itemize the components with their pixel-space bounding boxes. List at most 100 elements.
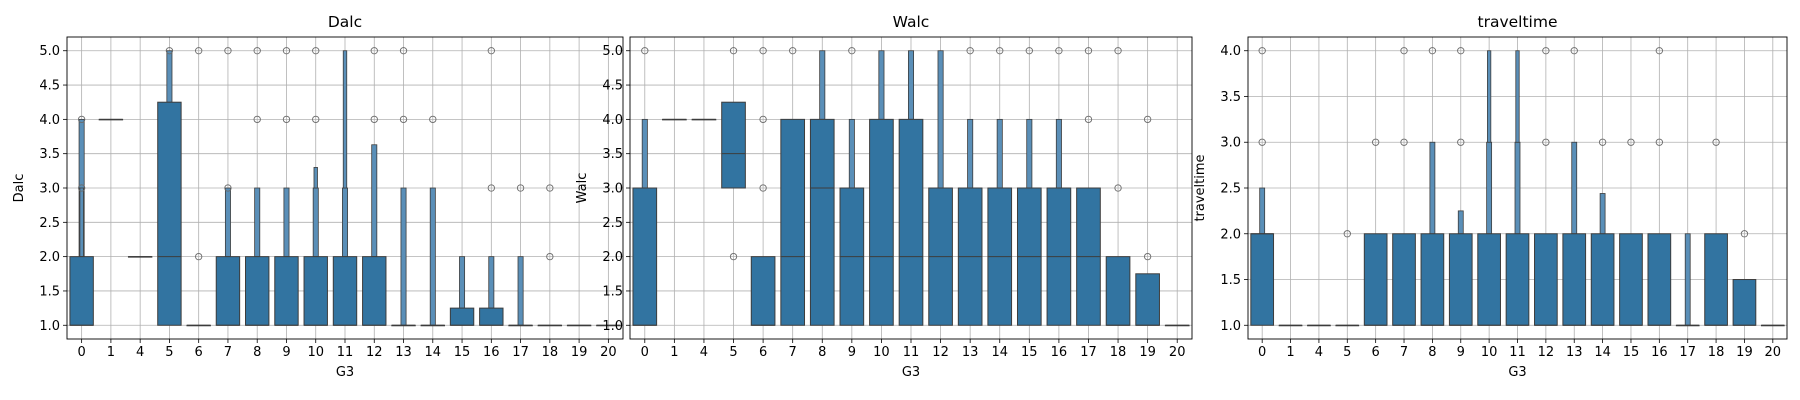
outlier-point bbox=[641, 47, 649, 55]
x-tick-label: 4 bbox=[1315, 345, 1323, 360]
box-14 bbox=[987, 47, 1013, 326]
x-tick-label: 15 bbox=[454, 345, 471, 360]
y-tick-label: 4.0 bbox=[1220, 44, 1241, 59]
outlier-point bbox=[996, 47, 1004, 55]
box-9 bbox=[1448, 47, 1473, 326]
outlier-point bbox=[1740, 230, 1749, 238]
box-5 bbox=[1335, 230, 1360, 327]
box-extension bbox=[312, 187, 319, 258]
outlier-point bbox=[1343, 230, 1351, 238]
box-body bbox=[869, 118, 894, 326]
box-extension bbox=[1514, 141, 1521, 235]
x-tick-label: 4 bbox=[136, 345, 144, 360]
box-body bbox=[1647, 233, 1672, 326]
y-tick-label: 1.0 bbox=[39, 319, 60, 334]
box-body bbox=[1619, 233, 1643, 326]
x-tick-label: 13 bbox=[1566, 345, 1583, 360]
box-body bbox=[721, 101, 746, 189]
x-ticks: 0 1 4 5 6 7 8 9 10 11 12 13 14 15 16 17 18 19 20 bbox=[641, 339, 1185, 360]
outlier-point bbox=[77, 115, 86, 124]
x-tick-label: 12 bbox=[932, 345, 949, 360]
outlier-point bbox=[195, 252, 203, 261]
box-19 bbox=[1135, 115, 1160, 326]
box-16 bbox=[1647, 47, 1672, 326]
x-tick-label: 14 bbox=[991, 345, 1008, 360]
box-20 bbox=[596, 324, 621, 327]
box-extension bbox=[1457, 210, 1464, 235]
box-20 bbox=[1760, 324, 1785, 327]
box-body bbox=[1135, 273, 1160, 326]
outlier-point bbox=[1655, 47, 1663, 55]
x-tick-label: 9 bbox=[282, 345, 290, 360]
outlier-point bbox=[1712, 138, 1720, 146]
box-10 bbox=[869, 50, 894, 326]
y-tick-label: 5.0 bbox=[39, 44, 60, 59]
x-tick-label: 11 bbox=[903, 345, 920, 360]
outlier-point bbox=[1372, 138, 1380, 146]
box-7 bbox=[215, 47, 241, 326]
outlier-point bbox=[1428, 47, 1437, 55]
x-tick-label: 17 bbox=[1679, 345, 1696, 360]
box-body bbox=[750, 256, 776, 326]
x-tick-label: 5 bbox=[729, 345, 737, 360]
boxes bbox=[1250, 47, 1785, 327]
box-8 bbox=[245, 47, 270, 326]
outlier-point bbox=[1457, 138, 1465, 146]
box-extension bbox=[224, 187, 231, 258]
box-body bbox=[303, 256, 328, 326]
box-body bbox=[157, 101, 182, 326]
x-tick-label: 10 bbox=[873, 345, 890, 360]
box-body bbox=[69, 256, 94, 326]
box-extension bbox=[1571, 141, 1578, 235]
y-axis-label: Dalc bbox=[12, 174, 27, 203]
box-15 bbox=[449, 256, 475, 326]
x-tick-label: 0 bbox=[77, 345, 85, 360]
box-body bbox=[1448, 233, 1473, 326]
outlier-point bbox=[487, 47, 495, 55]
y-ticks: 1.0 1.5 2.0 2.5 3.0 3.5 4.0 bbox=[1220, 44, 1248, 334]
x-tick-label: 1 bbox=[670, 345, 678, 360]
x-tick-label: 16 bbox=[1051, 345, 1068, 360]
outlier-point bbox=[195, 47, 203, 55]
box-20 bbox=[1164, 324, 1190, 327]
box-13 bbox=[957, 47, 983, 326]
box-14 bbox=[420, 115, 445, 327]
outlier-point bbox=[224, 184, 232, 192]
y-tick-label: 2.0 bbox=[602, 250, 623, 265]
box-body bbox=[362, 256, 387, 326]
y-tick-label: 3.0 bbox=[1220, 136, 1241, 151]
x-tick-label: 13 bbox=[395, 345, 412, 360]
box-extension bbox=[1487, 50, 1492, 143]
box-13 bbox=[1562, 47, 1587, 326]
box-body bbox=[479, 307, 504, 326]
box-extension bbox=[1684, 233, 1691, 326]
box-body bbox=[1562, 233, 1587, 326]
x-tick-label: 11 bbox=[1509, 345, 1526, 360]
box-14 bbox=[1590, 138, 1615, 326]
box-8 bbox=[1420, 47, 1445, 326]
x-tick-label: 0 bbox=[1258, 345, 1266, 360]
box-extension bbox=[819, 50, 826, 120]
outlier-point bbox=[1258, 138, 1266, 146]
box-extension bbox=[1486, 141, 1493, 235]
box-17 bbox=[508, 184, 533, 327]
y-tick-label: 1.0 bbox=[1220, 319, 1241, 334]
outlier-point bbox=[1258, 47, 1266, 55]
box-17 bbox=[1076, 47, 1101, 326]
box-extension bbox=[848, 118, 855, 189]
y-tick-label: 3.5 bbox=[602, 147, 623, 162]
box-body bbox=[332, 256, 358, 326]
x-tick-label: 14 bbox=[1594, 345, 1611, 360]
box-body bbox=[1534, 233, 1558, 326]
y-tick-label: 2.0 bbox=[1220, 227, 1241, 242]
outlier-point bbox=[759, 184, 767, 192]
x-axis-label: G3 bbox=[336, 365, 354, 380]
x-ticks: 0 1 4 5 6 7 8 9 10 11 12 13 14 15 16 17 18 19 20 bbox=[77, 339, 617, 360]
box-extension bbox=[342, 187, 348, 258]
x-tick-label: 7 bbox=[789, 345, 797, 360]
outlier-point bbox=[1655, 138, 1663, 146]
x-tick-label: 14 bbox=[425, 345, 442, 360]
box-4 bbox=[1307, 324, 1331, 327]
box-extension bbox=[254, 187, 261, 258]
